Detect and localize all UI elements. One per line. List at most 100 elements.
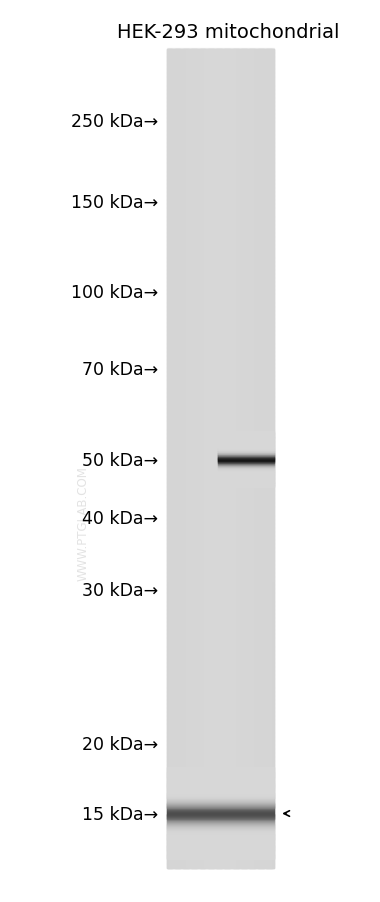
- Bar: [167, 853, 274, 855]
- Bar: [167, 772, 274, 773]
- Bar: [167, 53, 274, 58]
- Bar: [167, 805, 274, 811]
- Bar: [167, 837, 274, 839]
- Bar: [211, 50, 212, 868]
- Bar: [167, 816, 274, 818]
- Bar: [167, 691, 274, 696]
- Bar: [167, 462, 274, 467]
- Bar: [167, 294, 274, 299]
- Bar: [167, 355, 274, 361]
- Bar: [167, 848, 274, 850]
- Bar: [167, 323, 274, 327]
- Bar: [167, 842, 274, 847]
- Bar: [218, 461, 274, 463]
- Bar: [167, 249, 274, 254]
- Bar: [167, 613, 274, 618]
- Bar: [167, 828, 274, 830]
- Bar: [202, 50, 203, 868]
- Bar: [184, 50, 185, 868]
- Bar: [190, 50, 191, 868]
- Bar: [238, 50, 239, 868]
- Bar: [262, 50, 263, 868]
- Bar: [167, 556, 274, 561]
- Bar: [167, 601, 274, 606]
- Bar: [167, 796, 274, 797]
- Text: HEK-293 mitochondrial: HEK-293 mitochondrial: [117, 23, 339, 41]
- Bar: [167, 740, 274, 745]
- Bar: [167, 97, 274, 103]
- Bar: [167, 299, 274, 303]
- Bar: [167, 126, 274, 132]
- Bar: [167, 110, 274, 115]
- Bar: [201, 50, 202, 868]
- Bar: [167, 650, 274, 655]
- Bar: [195, 50, 196, 868]
- Bar: [167, 552, 274, 557]
- Bar: [167, 777, 274, 782]
- Bar: [218, 433, 274, 434]
- Bar: [215, 50, 217, 868]
- Bar: [167, 634, 274, 639]
- Bar: [167, 139, 274, 143]
- Bar: [204, 50, 205, 868]
- Bar: [221, 50, 222, 868]
- Bar: [167, 736, 274, 741]
- Bar: [167, 131, 274, 135]
- Bar: [167, 544, 274, 548]
- Bar: [167, 794, 274, 795]
- Bar: [218, 436, 274, 437]
- Bar: [167, 825, 274, 827]
- Bar: [167, 667, 274, 671]
- Bar: [167, 49, 274, 54]
- Bar: [177, 50, 178, 868]
- Bar: [167, 814, 274, 815]
- Bar: [167, 792, 274, 793]
- Bar: [167, 352, 274, 356]
- Bar: [167, 856, 274, 858]
- Bar: [167, 597, 274, 602]
- Bar: [167, 188, 274, 193]
- Bar: [220, 50, 221, 868]
- Bar: [167, 155, 274, 160]
- Bar: [167, 654, 274, 659]
- Bar: [263, 50, 264, 868]
- Bar: [217, 50, 218, 868]
- Bar: [212, 50, 213, 868]
- Bar: [218, 453, 274, 455]
- Bar: [167, 581, 274, 585]
- Bar: [218, 478, 274, 480]
- Bar: [167, 824, 274, 826]
- Bar: [268, 50, 269, 868]
- Bar: [219, 50, 220, 868]
- Bar: [167, 779, 274, 780]
- Bar: [180, 50, 181, 868]
- Bar: [167, 843, 274, 845]
- Text: 100 kDa→: 100 kDa→: [71, 284, 158, 302]
- Bar: [218, 446, 274, 447]
- Bar: [212, 50, 213, 868]
- Bar: [218, 458, 274, 459]
- Bar: [218, 456, 274, 457]
- Bar: [167, 707, 274, 713]
- Bar: [264, 50, 266, 868]
- Bar: [199, 50, 200, 868]
- Bar: [218, 459, 274, 460]
- Bar: [259, 50, 260, 868]
- Bar: [214, 50, 215, 868]
- Bar: [218, 485, 274, 486]
- Bar: [167, 728, 274, 732]
- Bar: [218, 443, 274, 444]
- Bar: [218, 464, 274, 465]
- Bar: [215, 50, 216, 868]
- Bar: [213, 50, 214, 868]
- Bar: [167, 800, 274, 801]
- Text: 20 kDa→: 20 kDa→: [82, 735, 158, 753]
- Bar: [167, 846, 274, 851]
- Bar: [167, 838, 274, 843]
- Bar: [167, 539, 274, 545]
- Bar: [167, 798, 274, 799]
- Bar: [218, 439, 274, 440]
- Bar: [167, 86, 274, 90]
- Bar: [176, 50, 177, 868]
- Bar: [218, 473, 274, 474]
